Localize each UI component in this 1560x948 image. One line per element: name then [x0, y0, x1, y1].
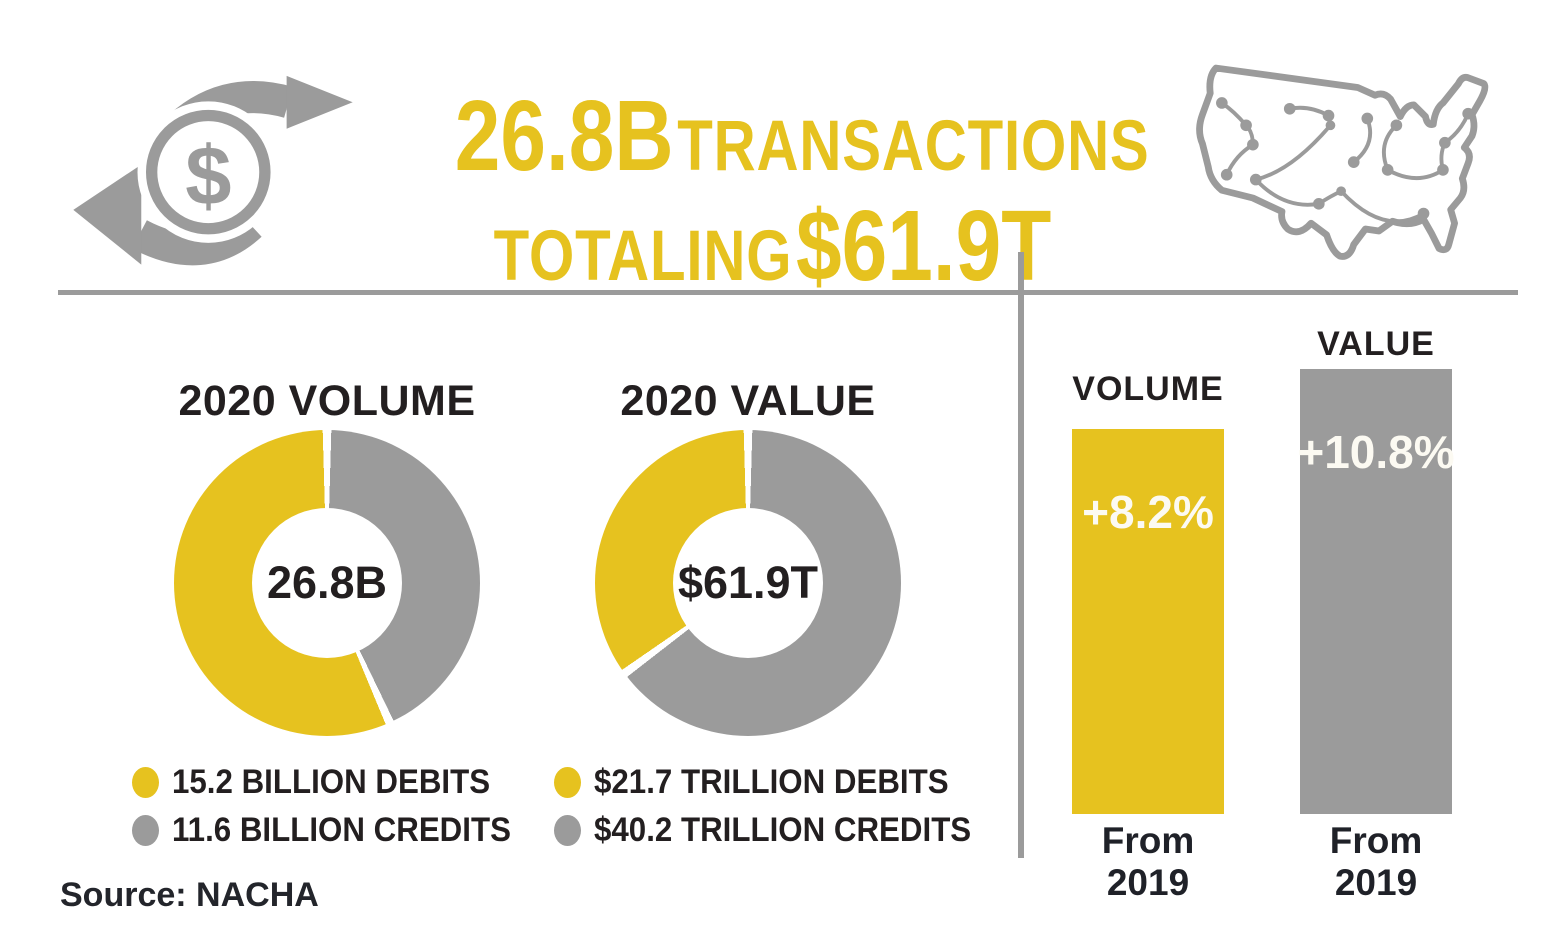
value-growth-bar: +10.8% — [1297, 369, 1455, 814]
value-bar-baseline-label: From 2019 — [1329, 820, 1423, 903]
volume-bar-category-label: VOLUME — [1072, 370, 1224, 408]
vertical-divider — [1018, 252, 1024, 858]
headline-transaction-count: 26.8B — [454, 80, 674, 192]
legend-dot-gray — [554, 814, 581, 846]
horizontal-divider — [58, 290, 1518, 295]
us-network-map-icon — [1196, 64, 1489, 260]
headline-line-1: 26.8B TRANSACTIONS — [455, 86, 1149, 186]
volume-growth-percent: +8.2% — [1082, 486, 1214, 538]
money-transfer-icon: $ — [73, 75, 353, 266]
headline-line-2: TOTALING $61.9T — [455, 196, 1091, 296]
value-donut-chart: $61.9T — [595, 430, 901, 736]
headline-total-value: $61.9T — [796, 190, 1052, 302]
volume-donut-title: 2020 VOLUME — [178, 377, 476, 425]
headline-transactions-word: TRANSACTIONS — [677, 107, 1150, 186]
legend-item-volume-credits: 11.6 BILLION CREDITS — [132, 810, 540, 850]
value-donut-title: 2020 VALUE — [620, 377, 876, 425]
legend-dot-gold — [554, 766, 581, 798]
value-bar-category-label: VALUE — [1317, 325, 1435, 363]
legend-item-value-debits: $21.7 TRILLION DEBITS — [554, 762, 979, 802]
legend-dot-gray — [132, 814, 159, 846]
legend-label: $40.2 TRILLION CREDITS — [594, 810, 972, 849]
volume-bar-baseline-label: From 2019 — [1101, 820, 1195, 903]
volume-donut-center-label: 26.8B — [266, 557, 388, 608]
headline-totaling-word: TOTALING — [493, 217, 793, 296]
volume-donut-chart: 26.8B — [174, 430, 480, 736]
legend-label: $21.7 TRILLION DEBITS — [594, 762, 949, 801]
value-donut-center-label: $61.9T — [677, 557, 819, 608]
legend-item-volume-debits: 15.2 BILLION DEBITS — [132, 762, 518, 802]
legend-dot-gold — [132, 766, 159, 798]
source-note: Source: NACHA — [60, 876, 319, 914]
legend-label: 11.6 BILLION CREDITS — [172, 810, 511, 849]
headline: 26.8B TRANSACTIONS TOTALING $61.9T — [385, 74, 1160, 296]
legend-item-value-credits: $40.2 TRILLION CREDITS — [554, 810, 1004, 850]
volume-growth-bar: +8.2% — [1072, 429, 1224, 814]
legend-label: 15.2 BILLION DEBITS — [172, 762, 491, 801]
value-growth-percent: +10.8% — [1297, 426, 1455, 478]
svg-text:$: $ — [185, 129, 231, 222]
